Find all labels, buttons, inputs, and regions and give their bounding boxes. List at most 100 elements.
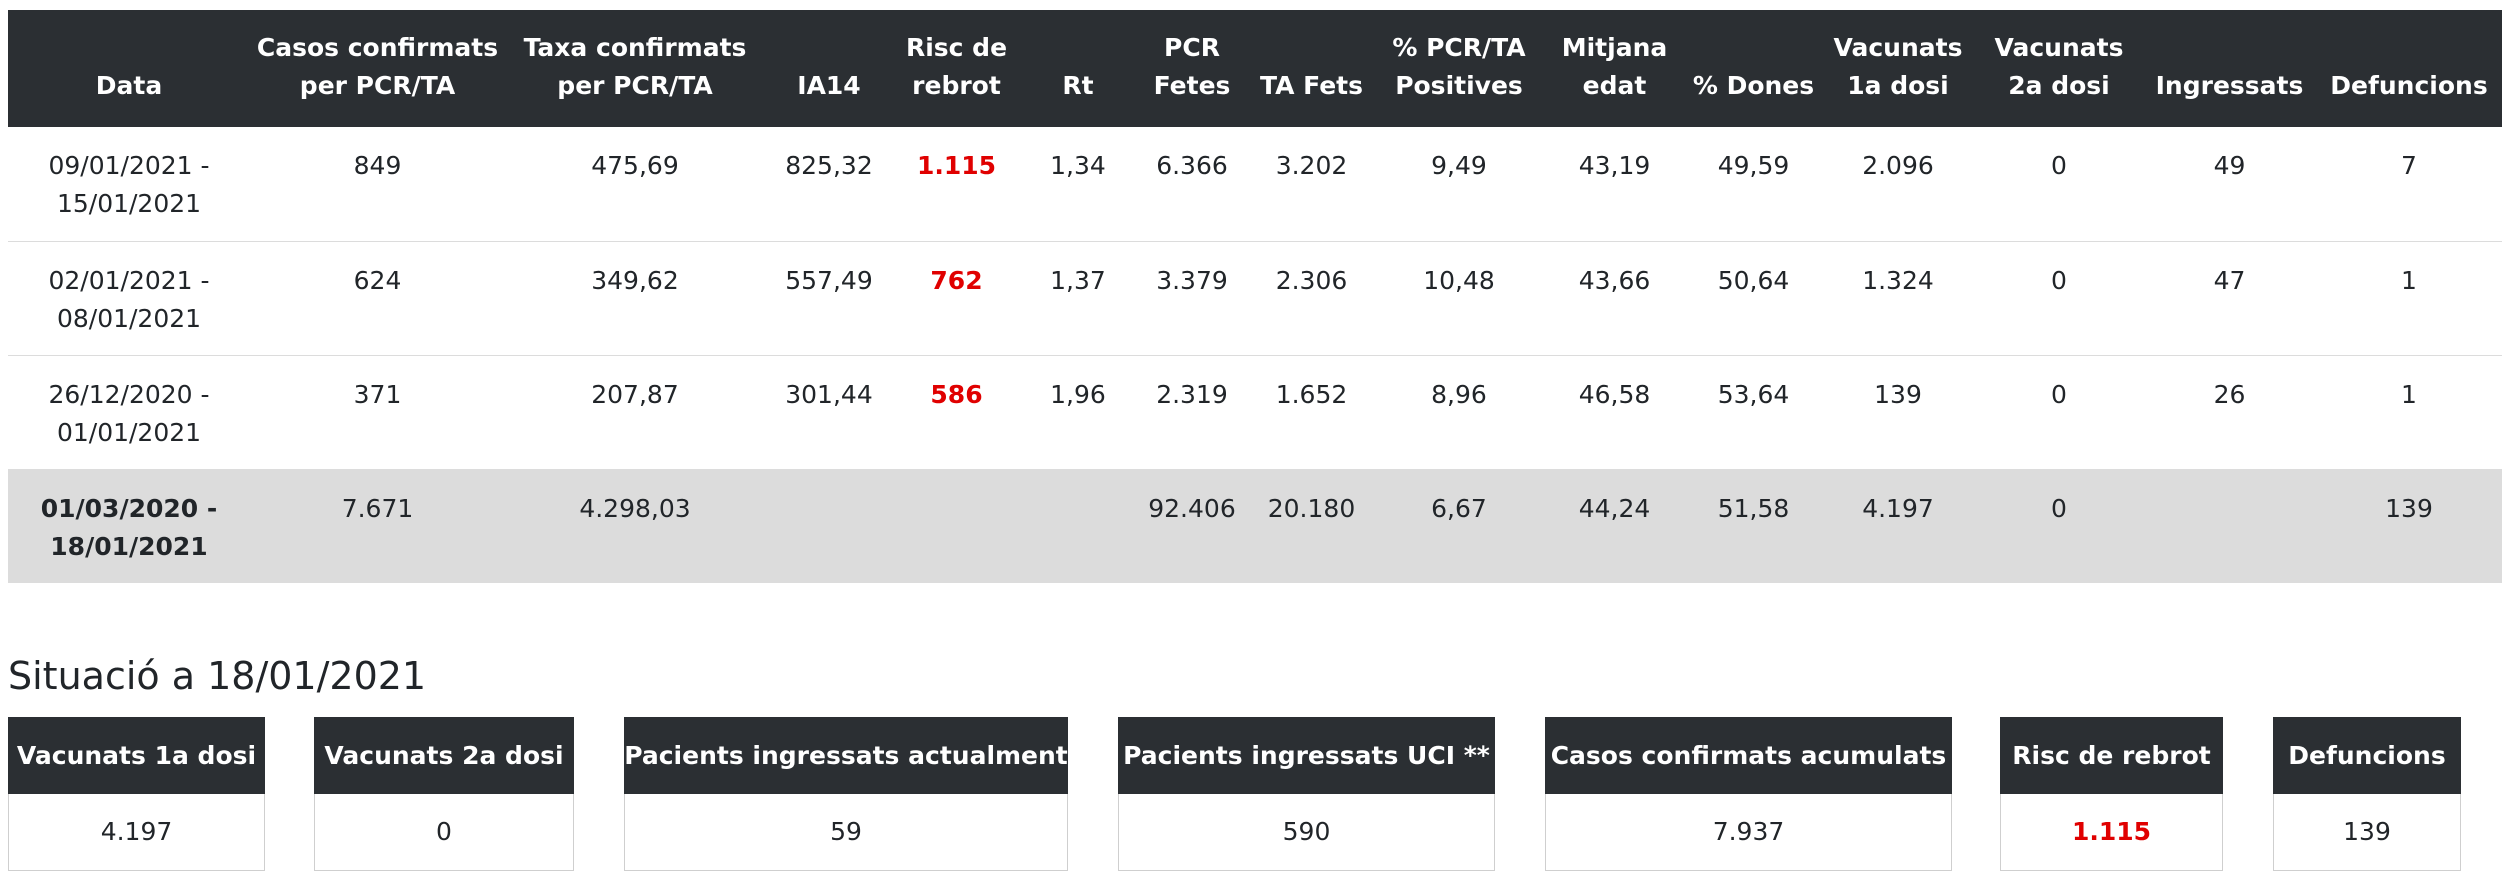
table-cell: 1: [2316, 241, 2502, 356]
card-value: 1.115: [2000, 794, 2223, 871]
stat-card: Defuncions 139: [2273, 717, 2461, 871]
table-cell: 4.298,03: [505, 469, 765, 583]
table-cell: 586: [893, 355, 1020, 470]
table-cell: 1,37: [1020, 241, 1136, 356]
table-cell: 46,58: [1543, 355, 1686, 470]
column-header: PCR Fetes: [1136, 10, 1248, 127]
stat-card: Casos confirmats acumulats 7.937: [1545, 717, 1952, 871]
column-header: Vacunats 2a dosi: [1975, 10, 2143, 127]
card-value: 139: [2273, 794, 2461, 871]
table-cell: 01/03/2020 - 18/01/2021: [8, 469, 250, 583]
table-cell: 349,62: [505, 241, 765, 356]
table-cell: 1.115: [893, 127, 1020, 242]
table-cell: 1.652: [1248, 355, 1375, 470]
column-header: % PCR/TA Positives: [1375, 10, 1543, 127]
column-header: IA14: [765, 10, 893, 127]
card-label: Vacunats 1a dosi: [8, 717, 265, 794]
card-value: 590: [1118, 794, 1495, 871]
card-value: 0: [314, 794, 574, 871]
header-row: Data Casos confirmats per PCR/TA Taxa conf…: [8, 10, 2502, 127]
table-cell: 92.406: [1136, 469, 1248, 583]
table-cell: 2.319: [1136, 355, 1248, 470]
table-cell: 2.096: [1821, 127, 1975, 242]
table-cell: 20.180: [1248, 469, 1375, 583]
table-cell: 475,69: [505, 127, 765, 242]
table-cell: 6.366: [1136, 127, 1248, 242]
table-cell: 1: [2316, 355, 2502, 470]
table-cell: 10,48: [1375, 241, 1543, 356]
column-header: Casos confirmats per PCR/TA: [250, 10, 505, 127]
total-row: 01/03/2020 - 18/01/2021 7.671 4.298,03 92.4…: [8, 469, 2502, 583]
table-cell: 3.202: [1248, 127, 1375, 242]
table-cell: 301,44: [765, 355, 893, 470]
table-cell: 50,64: [1686, 241, 1821, 356]
table-cell: [2143, 469, 2316, 583]
table-cell: 825,32: [765, 127, 893, 242]
table-cell: 09/01/2021 - 15/01/2021: [8, 127, 250, 242]
table-cell: 0: [1975, 355, 2143, 470]
table-cell: 26: [2143, 355, 2316, 470]
column-header: Taxa confirmats per PCR/TA: [505, 10, 765, 127]
table-cell: 43,66: [1543, 241, 1686, 356]
table-cell: 849: [250, 127, 505, 242]
card-label: Vacunats 2a dosi: [314, 717, 574, 794]
table-cell: 371: [250, 355, 505, 470]
column-header: Risc de rebrot: [893, 10, 1020, 127]
card-label: Risc de rebrot: [2000, 717, 2223, 794]
table-cell: 9,49: [1375, 127, 1543, 242]
column-header: Vacunats 1a dosi: [1821, 10, 1975, 127]
table-cell: 53,64: [1686, 355, 1821, 470]
table-cell: 1,34: [1020, 127, 1136, 242]
stat-card: Risc de rebrot 1.115: [2000, 717, 2223, 871]
column-header: % Dones: [1686, 10, 1821, 127]
table-cell: [1020, 469, 1136, 583]
table-cell: 7.671: [250, 469, 505, 583]
section-title: Situació a 18/01/2021: [8, 654, 427, 698]
column-header: Rt: [1020, 10, 1136, 127]
table-cell: 0: [1975, 127, 2143, 242]
table-cell: 762: [893, 241, 1020, 356]
stat-card: Vacunats 1a dosi 4.197: [8, 717, 265, 871]
table-cell: 1,96: [1020, 355, 1136, 470]
card-label: Casos confirmats acumulats: [1545, 717, 1952, 794]
stat-card: Pacients ingressats actualment 59: [624, 717, 1068, 871]
column-header: Defuncions: [2316, 10, 2502, 127]
table-cell: 557,49: [765, 241, 893, 356]
stat-card: Pacients ingressats UCI ** 590: [1118, 717, 1495, 871]
table-cell: 6,67: [1375, 469, 1543, 583]
table-cell: 139: [1821, 355, 1975, 470]
card-label: Defuncions: [2273, 717, 2461, 794]
table-cell: [893, 469, 1020, 583]
column-header: Data: [8, 10, 250, 127]
table-cell: 139: [2316, 469, 2502, 583]
table-cell: 44,24: [1543, 469, 1686, 583]
table-cell: 1.324: [1821, 241, 1975, 356]
table-row: 09/01/2021 - 15/01/2021 849 475,69 825,32 1.…: [8, 127, 2502, 242]
table-cell: 49,59: [1686, 127, 1821, 242]
table-cell: 624: [250, 241, 505, 356]
card-label: Pacients ingressats actualment: [624, 717, 1068, 794]
table-cell: 207,87: [505, 355, 765, 470]
table-cell: 47: [2143, 241, 2316, 356]
column-header: Mitjana edat: [1543, 10, 1686, 127]
data-table: Data Casos confirmats per PCR/TA Taxa conf…: [8, 10, 2502, 583]
stat-card: Vacunats 2a dosi 0: [314, 717, 574, 871]
card-value: 4.197: [8, 794, 265, 871]
table-cell: 49: [2143, 127, 2316, 242]
card-value: 59: [624, 794, 1068, 871]
card-label: Pacients ingressats UCI **: [1118, 717, 1495, 794]
table-row: 26/12/2020 - 01/01/2021 371 207,87 301,44 58…: [8, 355, 2502, 470]
table-cell: 43,19: [1543, 127, 1686, 242]
table-cell: 0: [1975, 241, 2143, 356]
column-header: TA Fets: [1248, 10, 1375, 127]
table-body: 09/01/2021 - 15/01/2021 849 475,69 825,32 1.…: [8, 127, 2502, 583]
table-row: 02/01/2021 - 08/01/2021 624 349,62 557,49 76…: [8, 241, 2502, 356]
column-header: Ingressats: [2143, 10, 2316, 127]
table-cell: 4.197: [1821, 469, 1975, 583]
table-cell: [765, 469, 893, 583]
table-cell: 8,96: [1375, 355, 1543, 470]
table-cell: 2.306: [1248, 241, 1375, 356]
table-cell: 26/12/2020 - 01/01/2021: [8, 355, 250, 470]
table-cell: 7: [2316, 127, 2502, 242]
